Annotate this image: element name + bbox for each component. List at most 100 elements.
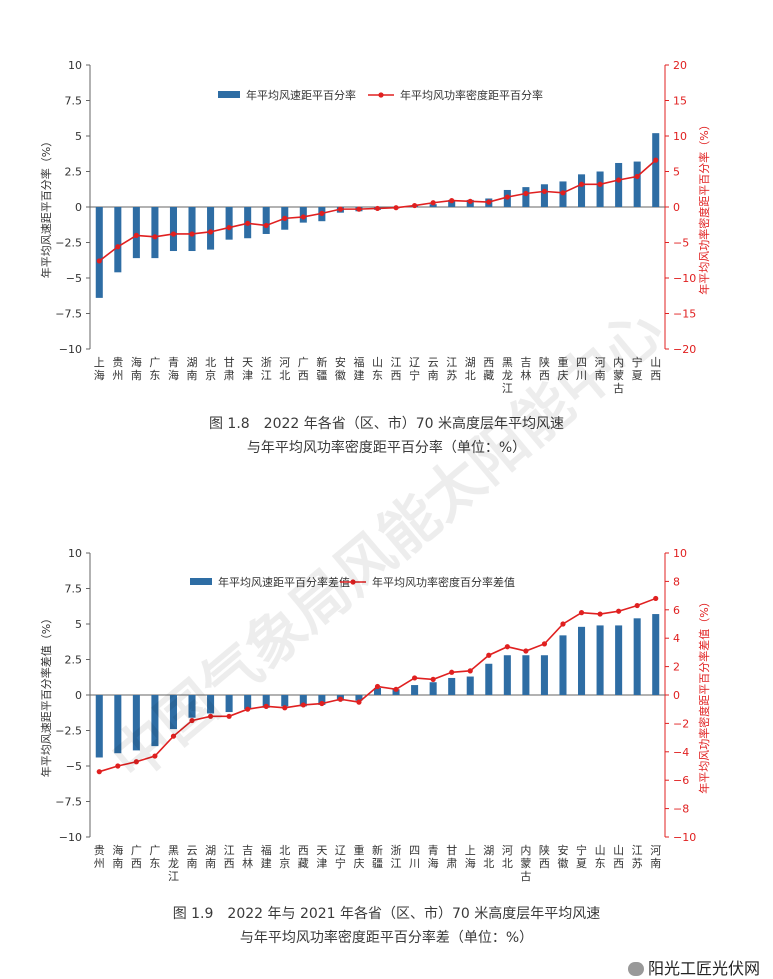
category-label: 福建	[261, 843, 272, 870]
category-label: 青海	[428, 844, 439, 870]
left-tick-label: 0	[75, 201, 82, 214]
line-point-贵州	[115, 244, 121, 250]
bar-山东	[596, 625, 604, 695]
line-point-河北	[504, 644, 510, 650]
category-label: 河南	[650, 844, 661, 870]
left-tick-label: 5	[75, 618, 82, 631]
category-label: 广西	[131, 844, 142, 870]
line-point-陕西	[541, 641, 548, 647]
bar-宁夏	[633, 161, 641, 207]
left-tick-label: 2.5	[65, 166, 83, 179]
category-label: 河南	[595, 356, 606, 382]
corner-watermark-text: 阳光工匠光伏网	[647, 959, 760, 978]
bar-浙江	[262, 207, 270, 234]
line-point-河南	[597, 181, 603, 187]
category-label: 江西	[391, 356, 402, 382]
right-tick-label: −2	[673, 717, 689, 730]
legend-line-marker	[378, 92, 384, 98]
right-tick-label: −8	[673, 803, 689, 816]
bar-河南	[652, 614, 660, 695]
right-tick-label: −10	[673, 272, 696, 285]
category-label: 安徽	[557, 843, 568, 870]
bar-安徽	[559, 635, 567, 695]
bar-天津	[318, 695, 326, 705]
caption-figure-1-8: 图 1.8 2022 年各省（区、市）70 米高度层年平均风速 与年平均风功率密…	[0, 412, 773, 460]
line-point-山东	[597, 611, 603, 617]
corner-watermark: 阳光工匠光伏网	[627, 955, 760, 979]
bar-北京	[281, 695, 289, 707]
line-point-浙江	[263, 222, 269, 229]
legend-bar-label: 年平均风速距平百分率差值	[218, 575, 350, 589]
bar-云南	[429, 204, 437, 207]
chart-2-svg: 10 7.5 5 2.5 0 −2.5 −5 −7.5 −10 10 8 6 4 2 0 −2 −4 −6 −8 −1…	[39, 547, 711, 883]
bar-上海	[95, 207, 103, 298]
line-point-重庆	[356, 699, 362, 705]
line-point-黑龙江	[170, 733, 177, 739]
left-tick-label: −5	[66, 272, 82, 285]
category-label: 北京	[205, 356, 216, 382]
category-label: 重庆	[557, 355, 568, 382]
bar-宁夏	[578, 626, 586, 695]
bar-北京	[207, 207, 215, 250]
right-tick-label: 15	[673, 95, 687, 108]
category-label: 江西	[224, 844, 235, 870]
right-tick-label: 20	[673, 59, 687, 72]
line-point-内蒙古	[616, 177, 622, 183]
bar-海南	[114, 695, 122, 754]
line-point-福建	[263, 703, 269, 709]
bar-陕西	[540, 184, 548, 207]
category-label: 山东	[372, 356, 383, 382]
left-tick-label: −2.5	[55, 237, 82, 250]
line-point-辽宁	[337, 696, 344, 702]
chart-1-svg: 10 7.5 5 2.5 0 −2.5 −5 −7.5 −10 20 15 10 5 0 −5 −10 −15 −…	[39, 59, 711, 395]
category-label: 新疆	[372, 843, 383, 870]
line-point-西藏	[486, 199, 492, 205]
line-point-青海	[170, 231, 177, 237]
category-label: 西藏	[298, 844, 309, 870]
line-point-内蒙古	[523, 648, 529, 654]
bar-云南	[188, 695, 196, 718]
line-point-广东	[152, 753, 158, 759]
right-tick-label: −4	[673, 746, 689, 759]
category-label: 山西	[613, 844, 624, 870]
bar-贵州	[114, 207, 122, 273]
caption-2-line1: 图 1.9 2022 年与 2021 年各省（区、市）70 米高度层年平均风速	[172, 906, 601, 922]
category-label: 湖南	[205, 844, 216, 870]
line-point-新疆	[319, 210, 325, 216]
line-point-甘肃	[449, 669, 455, 675]
category-label: 山西	[650, 356, 661, 382]
bar-重庆	[355, 695, 363, 701]
category-label: 重庆	[353, 843, 364, 870]
line-point-四川	[578, 181, 585, 187]
line-point-重庆	[560, 190, 566, 196]
right-tick-label: −20	[673, 343, 696, 356]
category-label: 江苏	[446, 356, 457, 382]
right-tick-label: −6	[673, 774, 689, 787]
category-label: 福建	[353, 355, 364, 382]
chart-figure-1-9: 10 7.5 5 2.5 0 −2.5 −5 −7.5 −10 10 8 6 4 2 0 −2 −4 −6 −8 −1…	[0, 488, 773, 898]
right-axis-title: 年平均风功率密度距平百分率（%）	[697, 119, 711, 294]
bar-吉林	[522, 187, 530, 207]
category-label: 上海	[465, 844, 476, 870]
bar-甘肃	[225, 207, 233, 240]
left-tick-label: 7.5	[65, 95, 83, 108]
bar-江苏	[633, 618, 641, 695]
bar-山西	[615, 625, 623, 695]
right-tick-label: 10	[673, 130, 687, 143]
bar-湖南	[207, 695, 215, 714]
category-label: 海南	[112, 843, 123, 870]
bar-海南	[132, 207, 140, 259]
right-tick-label: 2	[673, 661, 680, 674]
category-label: 湖南	[187, 356, 198, 382]
bar-江西	[225, 695, 233, 713]
bar-青海	[429, 682, 437, 695]
legend-line-marker	[350, 579, 356, 585]
line-point-吉林	[523, 190, 529, 197]
left-tick-label: 10	[68, 59, 82, 72]
caption-1-line2: 与年平均风功率密度距平百分率（单位：%）	[246, 440, 527, 456]
category-label: 黑龙江	[168, 844, 179, 883]
category-label: 湖北	[483, 844, 494, 870]
category-label: 宁夏	[632, 355, 643, 382]
line-point-山东	[374, 205, 381, 212]
line-point-甘肃	[226, 224, 232, 231]
